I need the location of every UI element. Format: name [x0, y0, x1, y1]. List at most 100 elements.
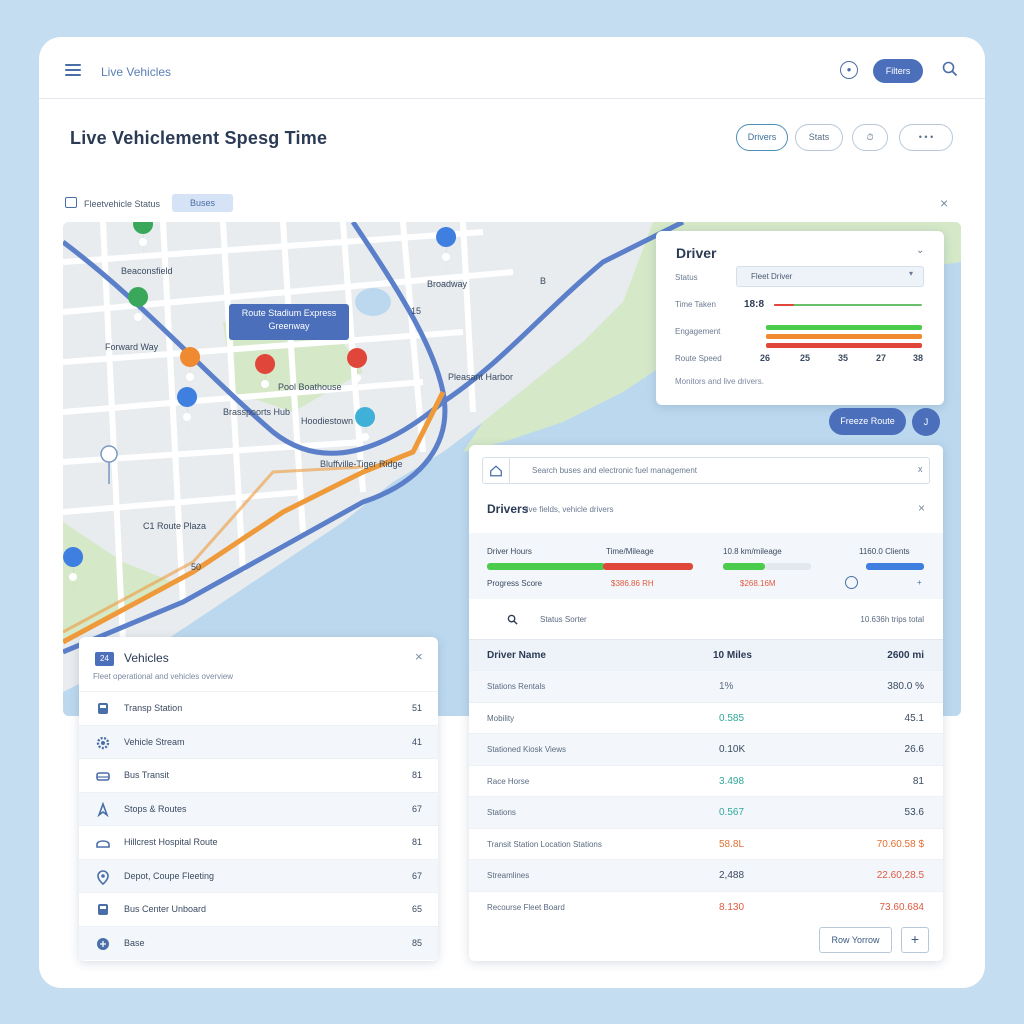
map-label: Beaconsfield — [121, 266, 173, 276]
list-item[interactable]: Stops & Routes 67 — [79, 791, 438, 826]
driver-card-footer: Monitors and live drivers. — [675, 377, 764, 386]
map-pin[interactable] — [128, 287, 149, 335]
cell-miles: 58.8L — [719, 838, 745, 850]
list-item[interactable]: Vehicle Stream 41 — [79, 724, 438, 759]
column-header[interactable]: Driver Name — [487, 650, 546, 661]
driver-card: Driver ⌄ Status Fleet Driver ▾ Time Take… — [656, 231, 944, 405]
table-row[interactable]: Recourse Fleet Board 8.130 73.60.684 — [469, 890, 943, 923]
table-row[interactable]: Streamlines 2,488 22.60,28.5 — [469, 859, 943, 891]
more-options-button[interactable]: • • • — [899, 124, 953, 151]
map-pin[interactable] — [177, 387, 198, 435]
cell-name: Race Horse — [487, 776, 530, 786]
table-row[interactable]: Mobility 0.585 45.1 — [469, 701, 943, 734]
driver-card-title: Driver — [676, 245, 717, 261]
map-label: Broadway — [427, 279, 468, 289]
home-icon[interactable] — [483, 458, 510, 483]
engagement-bar — [766, 325, 922, 330]
map-pin[interactable] — [180, 347, 201, 395]
list-item-value: 41 — [411, 736, 422, 747]
map-pin[interactable] — [255, 354, 276, 402]
clear-icon[interactable]: x — [918, 464, 923, 474]
timer-button[interactable]: ⏱ — [852, 124, 888, 151]
table-row[interactable]: Stations 0.567 53.6 — [469, 796, 943, 828]
bus-icon — [98, 703, 108, 714]
map-pin[interactable] — [355, 407, 376, 455]
cell-total: 81 — [912, 775, 924, 787]
speed-value: 38 — [913, 353, 924, 363]
map-pin[interactable] — [347, 348, 368, 396]
list-item-label: Hillcrest Hospital Route — [124, 837, 218, 847]
cell-name: Stationed Kiosk Views — [487, 745, 567, 754]
map-pin[interactable] — [436, 227, 457, 275]
drivers-title-sub: live fields, vehicle drivers — [525, 505, 614, 514]
table-row[interactable]: Race Horse 3.498 81 — [469, 764, 943, 797]
list-item[interactable]: Bus Transit 81 — [79, 758, 438, 792]
cell-total: 73.60.684 — [879, 901, 925, 913]
add-button[interactable]: + — [901, 927, 929, 953]
cell-miles: 8.130 — [719, 901, 745, 913]
bike-icon — [97, 801, 109, 817]
list-item[interactable]: Base 85 — [79, 925, 438, 960]
notification-icon[interactable]: ● — [840, 61, 858, 79]
map-pin[interactable] — [63, 547, 84, 595]
pin-icon — [97, 869, 109, 885]
search-icon[interactable] — [942, 61, 958, 77]
freeze-route-button[interactable]: Freeze Route — [829, 408, 906, 435]
cell-total: 22.60,28.5 — [876, 870, 924, 881]
driver-card-label: Route Speed — [675, 354, 722, 363]
cell-miles: 0.10K — [719, 744, 746, 755]
list-item[interactable]: Bus Center Unboard 65 — [79, 892, 438, 926]
driver-card-label: Engagement — [675, 327, 721, 336]
cell-name: Mobility — [487, 713, 515, 723]
list-item[interactable]: Transp Station 51 — [79, 691, 438, 725]
table-row[interactable]: Stationed Kiosk Views 0.10K 26.6 — [469, 733, 943, 765]
stat-label: Time/Mileage — [606, 547, 654, 556]
map-pin[interactable] — [100, 445, 118, 485]
drivers-button[interactable]: Drivers — [736, 124, 788, 151]
refresh-icon[interactable] — [845, 576, 858, 589]
search-icon[interactable] — [507, 614, 518, 625]
cell-total: 70.60.58 $ — [876, 838, 924, 850]
filter-icon[interactable] — [65, 197, 77, 208]
list-item-value: 67 — [411, 803, 422, 814]
close-icon[interactable]: × — [918, 501, 926, 515]
map-label: Pleasant Harbor — [448, 372, 513, 382]
close-icon[interactable]: × — [940, 195, 949, 211]
cell-name: Streamlines — [487, 871, 530, 880]
list-item-label: Vehicle Stream — [124, 736, 185, 747]
cell-miles: 0.585 — [719, 712, 745, 724]
stats-button[interactable]: Stats — [795, 124, 843, 151]
globe-icon — [97, 937, 109, 950]
row-yorrow-button[interactable]: Row Yorrow — [819, 927, 892, 953]
drivers-title: Drivers — [487, 502, 529, 516]
list-item-value: 51 — [411, 703, 422, 713]
list-item-label: Depot, Coupe Fleeting — [124, 870, 215, 881]
stat-sub: $268.16M — [740, 579, 776, 588]
map-label: Bluffville-Tiger Ridge — [320, 459, 403, 469]
list-item[interactable]: Hillcrest Hospital Route 81 — [79, 825, 438, 859]
list-item[interactable]: Depot, Coupe Fleeting 67 — [79, 858, 438, 893]
cell-name: Recourse Fleet Board — [487, 902, 565, 912]
close-icon[interactable]: × — [415, 649, 423, 664]
map-label: Pool Boathouse — [278, 382, 342, 392]
search-input[interactable] — [482, 457, 930, 484]
chevron-down-icon: ▾ — [909, 269, 914, 278]
column-header[interactable]: 10 Miles — [713, 650, 752, 661]
hamburger-menu-icon[interactable] — [65, 64, 81, 76]
filter-chip-buses[interactable]: Buses — [172, 194, 233, 212]
cell-name: Transit Station Location Stations — [487, 839, 602, 849]
stat-sub[interactable]: + — [917, 578, 922, 587]
map-pin[interactable] — [133, 222, 154, 262]
map-action-button[interactable]: J — [912, 408, 940, 436]
driver-select[interactable]: Fleet Driver — [736, 266, 924, 287]
page-title: Live Vehiclement Spesg Time — [70, 128, 328, 148]
column-header[interactable]: 2600 mi — [887, 650, 924, 661]
sort-label[interactable]: Status Sorter — [540, 615, 587, 624]
top-bar: Live Vehicles ● Filters — [39, 37, 985, 99]
stat-sub: Progress Score — [487, 579, 543, 588]
filters-button[interactable]: Filters — [873, 59, 923, 83]
table-row[interactable]: Transit Station Location Stations 58.8L 70… — [469, 827, 943, 860]
chevron-down-icon[interactable]: ⌄ — [916, 245, 925, 256]
stat-label: Driver Hours — [487, 547, 532, 556]
table-row[interactable]: Stations Rentals 1% 380.0 % — [469, 670, 943, 702]
